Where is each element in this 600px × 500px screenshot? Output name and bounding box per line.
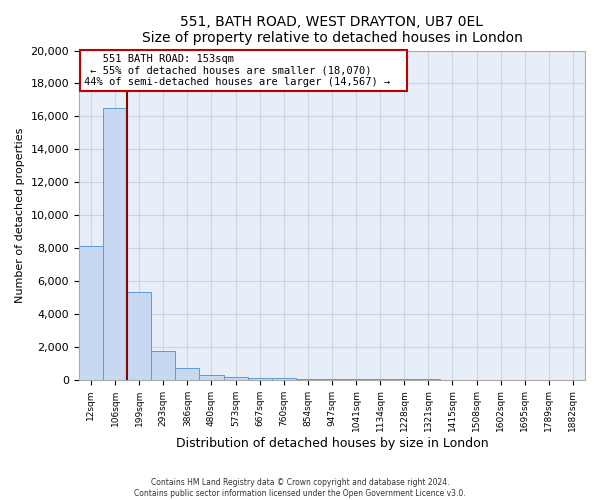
Bar xyxy=(224,377,248,380)
Bar xyxy=(296,379,320,380)
Title: 551, BATH ROAD, WEST DRAYTON, UB7 0EL
Size of property relative to detached hous: 551, BATH ROAD, WEST DRAYTON, UB7 0EL Si… xyxy=(142,15,523,45)
Bar xyxy=(199,374,224,380)
Bar xyxy=(248,378,272,380)
Bar xyxy=(127,292,151,380)
Text: Contains HM Land Registry data © Crown copyright and database right 2024.
Contai: Contains HM Land Registry data © Crown c… xyxy=(134,478,466,498)
Bar xyxy=(151,351,175,380)
X-axis label: Distribution of detached houses by size in London: Distribution of detached houses by size … xyxy=(176,437,488,450)
Bar xyxy=(175,368,199,380)
Text: 551 BATH ROAD: 153sqm
 ← 55% of detached houses are smaller (18,070)
44% of semi: 551 BATH ROAD: 153sqm ← 55% of detached … xyxy=(84,54,403,87)
Bar xyxy=(103,108,127,380)
Bar xyxy=(79,246,103,380)
Y-axis label: Number of detached properties: Number of detached properties xyxy=(15,128,25,303)
Bar xyxy=(272,378,296,380)
